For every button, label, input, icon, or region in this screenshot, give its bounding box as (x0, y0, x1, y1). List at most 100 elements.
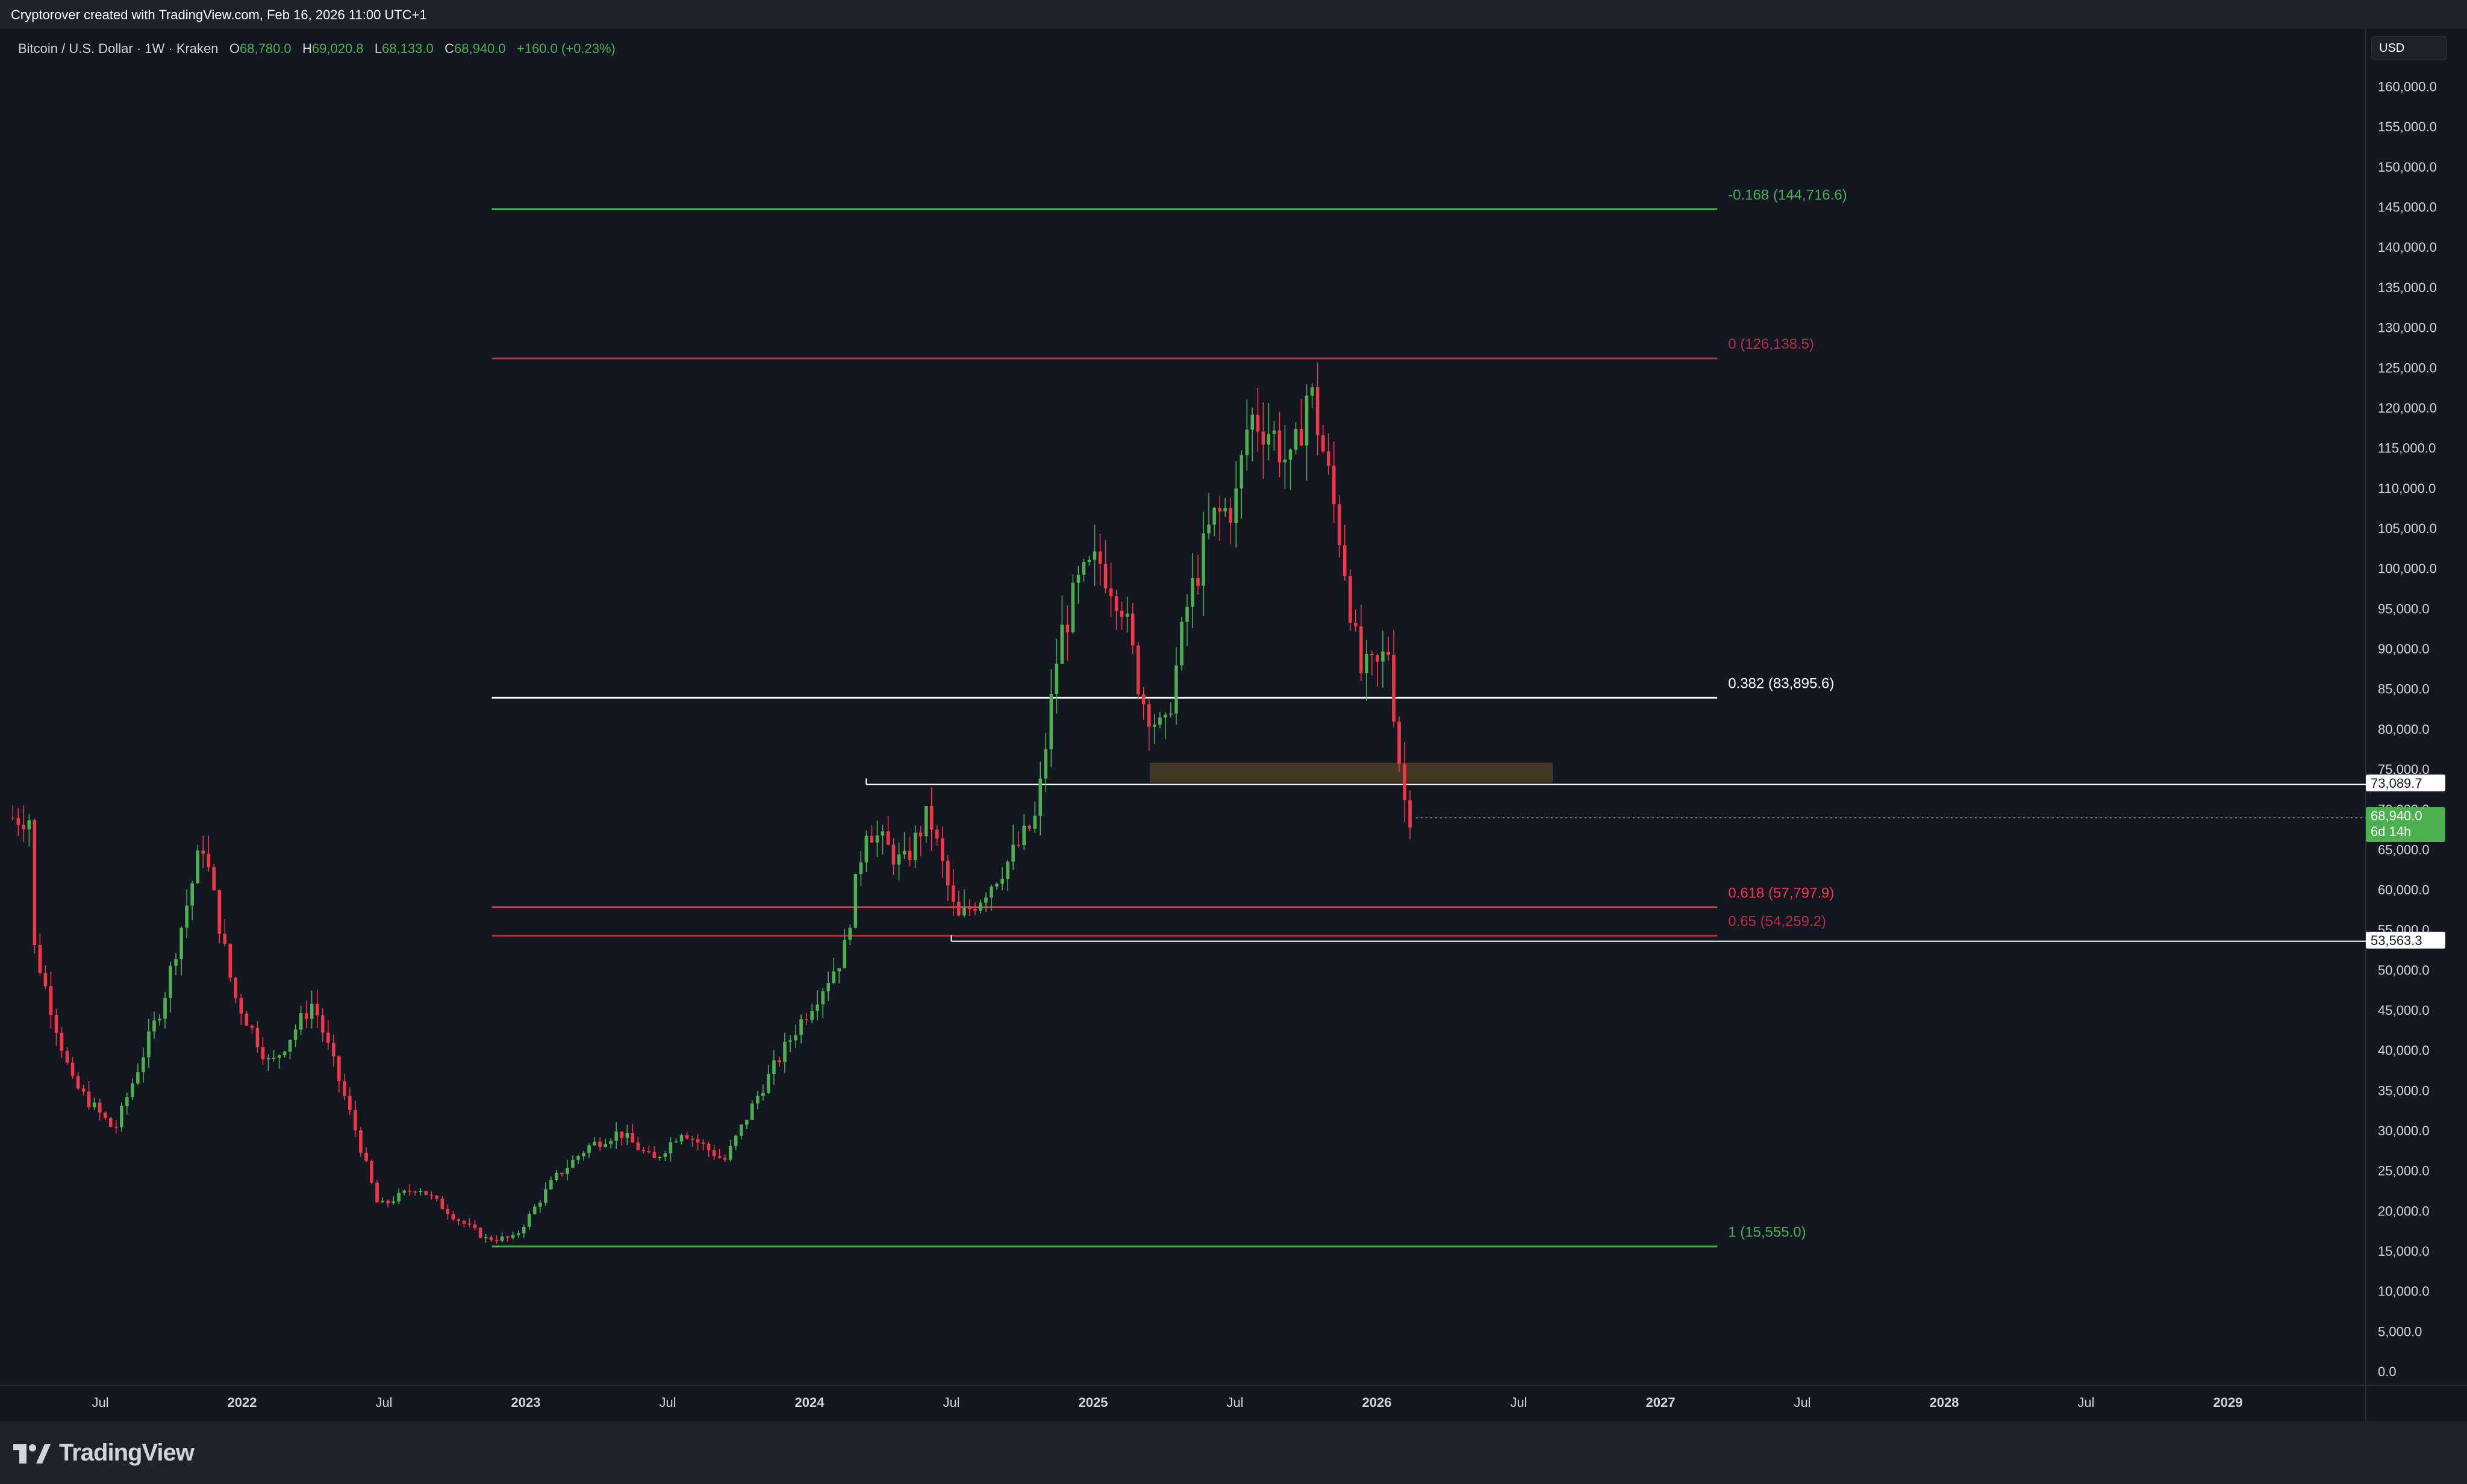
candle-body (533, 1206, 537, 1214)
y-tick-label: 80,000.0 (2378, 722, 2430, 737)
tradingview-logo-icon (13, 1444, 51, 1464)
candle-body (924, 806, 928, 837)
x-tick-label: 2026 (1362, 1395, 1392, 1410)
currency-button[interactable]: USD (2371, 36, 2447, 60)
high-label: H (302, 41, 312, 56)
price-chart[interactable]: -0.168 (144,716.6) 0 (126,138.5) 0.382 (83… (0, 29, 2467, 1421)
candle-body (1055, 663, 1059, 694)
candle-body (1397, 722, 1401, 764)
price-label-lower-line: 53,563.3 (2366, 932, 2445, 949)
candle-body (816, 1004, 819, 1011)
candle-body (114, 1126, 118, 1128)
symbol-legend: Bitcoin / U.S. Dollar · 1W · Kraken O68,… (18, 41, 616, 57)
candle-body (1294, 428, 1298, 450)
tradingview-logo[interactable]: TradingView (13, 1435, 195, 1471)
candle-body (1277, 430, 1282, 463)
candle-body (326, 1032, 330, 1043)
candle-body (266, 1058, 270, 1059)
y-tick-label: 95,000.0 (2378, 601, 2430, 616)
candle-body (446, 1209, 450, 1215)
candle-body (1403, 764, 1406, 800)
candle-body (98, 1102, 102, 1113)
grid-layer (0, 29, 2467, 1421)
candle-body (169, 965, 172, 998)
candle-body (1321, 435, 1325, 452)
candle-body (288, 1040, 292, 1052)
candle-body (984, 897, 988, 903)
candle-body (810, 1011, 814, 1020)
candle-body (1044, 749, 1048, 779)
candle-body (397, 1192, 401, 1202)
candle-body (473, 1224, 477, 1228)
candle-body (935, 829, 939, 839)
candle-body (1060, 625, 1064, 664)
candle-body (250, 1026, 254, 1028)
chart-area[interactable]: -0.168 (144,716.6) 0 (126,138.5) 0.382 (83… (0, 29, 2467, 1421)
x-tick-label: Jul (375, 1395, 392, 1410)
candle-body (163, 997, 167, 1019)
candle-body (1017, 844, 1020, 846)
candle-body (663, 1153, 667, 1157)
candle-body (1370, 653, 1374, 655)
fib-level-label: 0.65 (54,259.2) (1728, 914, 1826, 930)
candle-body (701, 1142, 705, 1144)
candle-body (875, 835, 879, 843)
candle-body (886, 831, 890, 845)
candle-body (1028, 825, 1032, 829)
y-tick-label: 5,000.0 (2378, 1324, 2422, 1339)
candle-body (348, 1096, 352, 1110)
candle-body (794, 1035, 797, 1041)
candle-body (1141, 694, 1146, 705)
y-tick-label: 40,000.0 (2378, 1043, 2430, 1058)
candle-body (500, 1236, 504, 1241)
y-tick-label: 65,000.0 (2378, 842, 2430, 857)
candle-body (255, 1027, 260, 1047)
candle-body (897, 854, 901, 865)
y-tick-label: 100,000.0 (2378, 561, 2437, 576)
candle-body (750, 1103, 754, 1120)
candle-body (43, 973, 48, 987)
candle-body (957, 902, 961, 916)
y-tick-label: 150,000.0 (2378, 160, 2437, 175)
candle-body (343, 1081, 346, 1096)
candle-body (92, 1102, 96, 1108)
candle-body (1006, 861, 1009, 879)
fib-layer: -0.168 (144,716.6) 0 (126,138.5) 0.382 (83… (491, 187, 2366, 1248)
candle-body (614, 1131, 618, 1141)
candle-body (81, 1088, 86, 1092)
candle-body (467, 1223, 472, 1225)
price-label-upper-line: 73,089.7 (2366, 775, 2445, 791)
candle-body (462, 1221, 466, 1224)
candle-body (152, 1020, 156, 1032)
candle-body (217, 890, 222, 934)
candle-body (11, 817, 15, 819)
candle-body (1174, 665, 1178, 714)
candle-body (1283, 460, 1287, 463)
candle-body (1408, 800, 1412, 828)
fib-level-label: 0.618 (57,797.9) (1728, 885, 1834, 901)
candle-body (1288, 449, 1293, 460)
x-tick-label: 2028 (1930, 1395, 1959, 1410)
candle-body (131, 1083, 134, 1097)
candle-body (1169, 713, 1173, 715)
candle-body (332, 1043, 335, 1057)
candle-body (522, 1226, 526, 1233)
candle-body (391, 1201, 395, 1203)
fib-level-label: 0.382 (83,895.6) (1728, 675, 1834, 691)
candle-body (337, 1056, 341, 1082)
x-tick-label: Jul (1510, 1395, 1527, 1410)
candle-body (1234, 488, 1238, 523)
y-tick-label: 15,000.0 (2378, 1244, 2430, 1259)
candle-body (685, 1135, 689, 1139)
candle-body (1353, 623, 1358, 626)
candle-body (1033, 815, 1037, 829)
candle-body (723, 1158, 727, 1160)
last-price-value: 68,940.0 (2371, 808, 2422, 823)
candle-body (142, 1057, 145, 1073)
candle-body (1000, 879, 1004, 884)
candle-body (429, 1194, 434, 1196)
y-tick-label: 90,000.0 (2378, 641, 2430, 656)
y-tick-label: 160,000.0 (2378, 80, 2437, 95)
candle-body (1022, 825, 1026, 846)
x-tick-label: Jul (659, 1395, 676, 1410)
